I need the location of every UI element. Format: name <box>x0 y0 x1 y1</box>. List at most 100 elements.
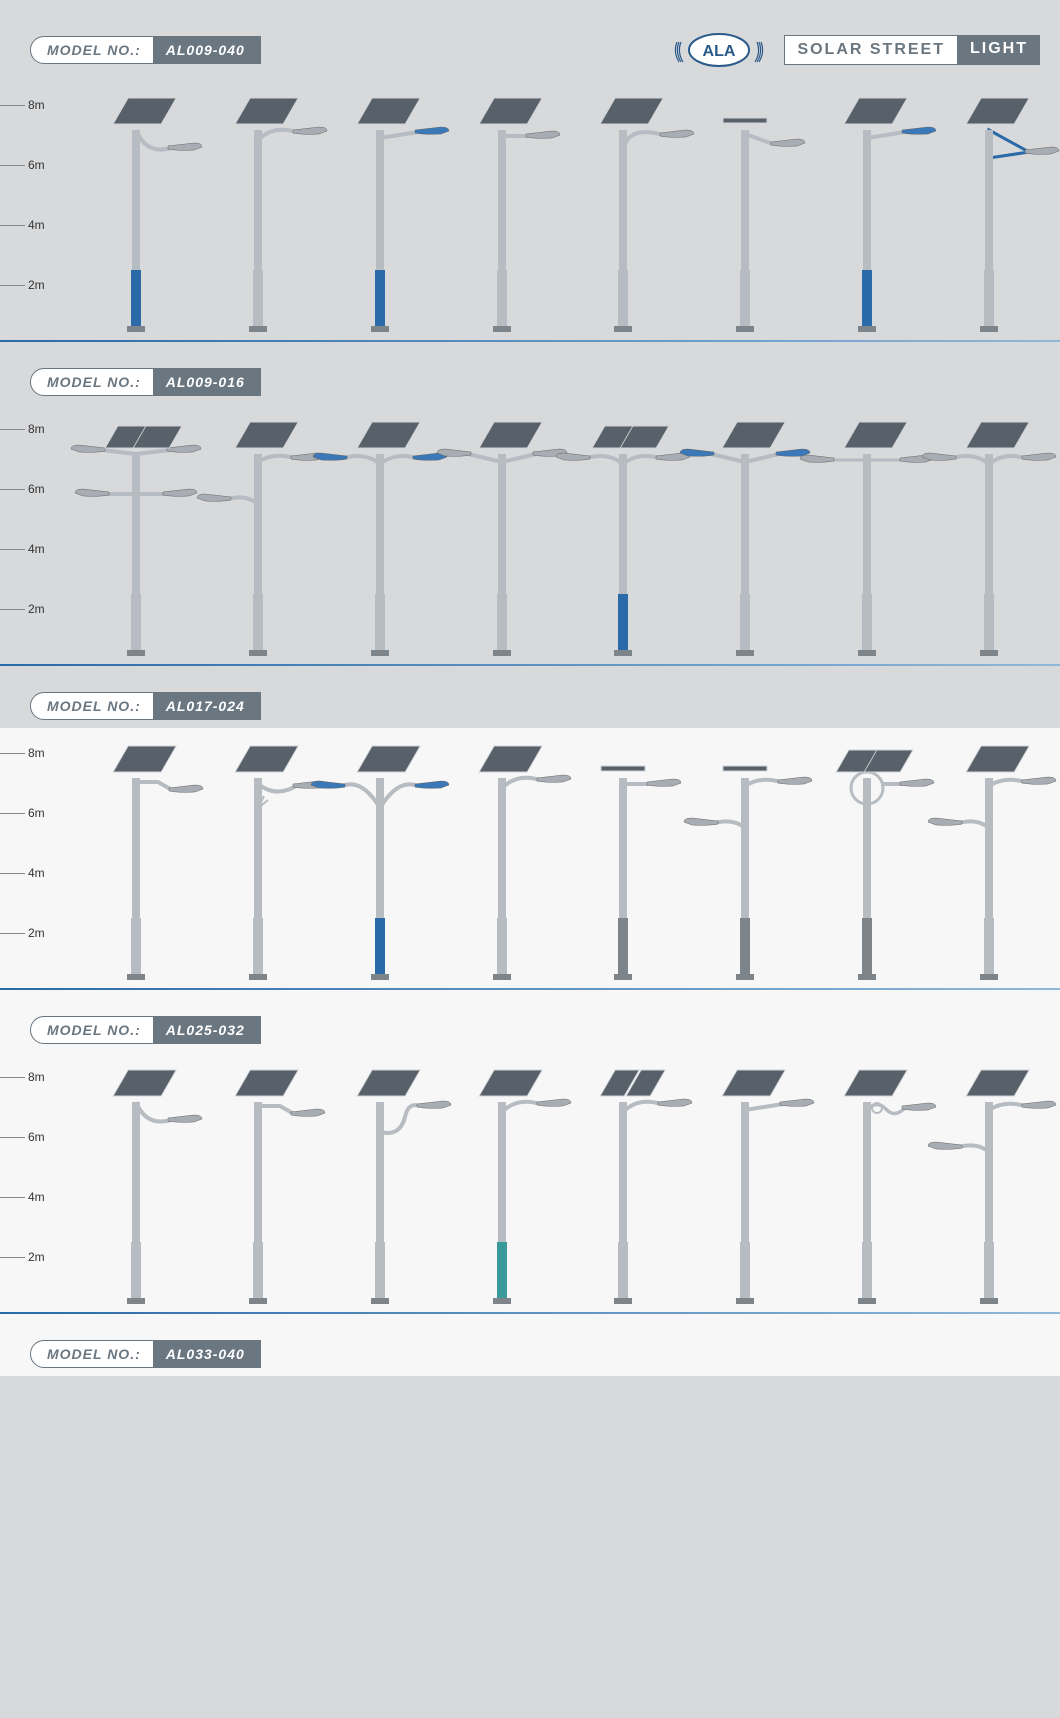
street-light-icon <box>817 1072 917 1312</box>
scale-tick: 4m <box>0 1190 60 1204</box>
model-prefix: MODEL NO.: <box>30 36 154 64</box>
sections-root: 8m 6m 4m 2m <box>0 80 1060 1376</box>
scale-tick: 4m <box>0 218 60 232</box>
catalog-section: 8m 6m 4m 2m <box>0 80 1060 404</box>
title-right: LIGHT <box>958 35 1040 65</box>
scale-tick-label: 4m <box>28 542 45 556</box>
section-chart: 8m 6m 4m 2m <box>0 728 1060 1008</box>
scale-tick-label: 6m <box>28 158 45 172</box>
scale-tick-line <box>0 1197 25 1198</box>
scale-tick-line <box>0 549 25 550</box>
scale-tick-line <box>0 1257 25 1258</box>
street-light-icon <box>208 1072 308 1312</box>
scale-tick-line <box>0 489 25 490</box>
scale-tick-line <box>0 873 25 874</box>
scale-tick-label: 8m <box>28 1070 45 1084</box>
catalog-section: 8m 6m 4m 2m <box>0 404 1060 728</box>
section-label-row: MODEL NO.: AL033-040 <box>0 1332 1060 1376</box>
baseline-rule <box>0 1312 1060 1314</box>
street-light-icon <box>817 748 917 988</box>
baseline-rule <box>0 664 1060 666</box>
section-chart: 8m 6m 4m 2m <box>0 1052 1060 1332</box>
height-scale: 8m 6m 4m 2m <box>0 728 60 988</box>
model-badge: MODEL NO.: AL033-040 <box>30 1340 261 1368</box>
street-light-icon <box>939 748 1039 988</box>
street-light-icon <box>208 748 308 988</box>
section-label-row: MODEL NO.: AL017-024 <box>0 684 1060 728</box>
baseline-rule <box>0 340 1060 342</box>
model-badge: MODEL NO.: AL017-024 <box>30 692 261 720</box>
scale-tick: 8m <box>0 98 60 112</box>
model-code: AL025-032 <box>154 1016 261 1044</box>
scale-tick-line <box>0 165 25 166</box>
street-light-icon <box>817 424 917 664</box>
scale-tick-label: 2m <box>28 1250 45 1264</box>
scale-tick-line <box>0 1077 25 1078</box>
model-prefix: MODEL NO.: <box>30 692 154 720</box>
title-left: SOLAR STREET <box>784 35 958 65</box>
section-chart: 8m 6m 4m 2m <box>0 404 1060 684</box>
section-chart: 8m 6m 4m 2m <box>0 80 1060 360</box>
street-light-icon <box>86 424 186 664</box>
scale-tick: 2m <box>0 602 60 616</box>
street-light-icon <box>695 748 795 988</box>
model-badge: MODEL NO.: AL025-032 <box>30 1016 261 1044</box>
logo-text: ALA <box>703 43 736 60</box>
scale-tick: 2m <box>0 278 60 292</box>
lamp-row <box>75 1052 1050 1312</box>
street-light-icon <box>330 1072 430 1312</box>
scale-tick-line <box>0 429 25 430</box>
catalog-section: 8m 6m 4m 2m <box>0 1052 1060 1376</box>
scale-tick-line <box>0 1137 25 1138</box>
street-light-icon <box>573 424 673 664</box>
street-light-icon <box>86 100 186 340</box>
scale-tick-line <box>0 753 25 754</box>
street-light-icon <box>817 100 917 340</box>
scale-tick: 6m <box>0 158 60 172</box>
ala-logo-icon: ALA <box>669 30 769 70</box>
street-light-icon <box>573 1072 673 1312</box>
street-light-icon <box>452 424 552 664</box>
scale-tick-label: 6m <box>28 806 45 820</box>
scale-tick: 6m <box>0 1130 60 1144</box>
street-light-icon <box>208 100 308 340</box>
street-light-icon <box>330 748 430 988</box>
street-light-icon <box>695 100 795 340</box>
scale-tick-label: 4m <box>28 866 45 880</box>
scale-tick-label: 2m <box>28 602 45 616</box>
model-code: AL009-016 <box>154 368 261 396</box>
scale-tick-line <box>0 225 25 226</box>
lamp-row <box>75 80 1050 340</box>
section-label-row: MODEL NO.: AL025-032 <box>0 1008 1060 1052</box>
street-light-icon <box>86 748 186 988</box>
model-badge-top: MODEL NO.: AL009-040 <box>30 36 261 64</box>
height-scale: 8m 6m 4m 2m <box>0 404 60 664</box>
scale-tick: 8m <box>0 422 60 436</box>
scale-tick-label: 4m <box>28 1190 45 1204</box>
scale-tick: 6m <box>0 806 60 820</box>
height-scale: 8m 6m 4m 2m <box>0 80 60 340</box>
scale-tick-label: 6m <box>28 482 45 496</box>
scale-tick: 8m <box>0 746 60 760</box>
street-light-icon <box>573 748 673 988</box>
scale-tick: 2m <box>0 926 60 940</box>
scale-tick: 4m <box>0 542 60 556</box>
model-prefix: MODEL NO.: <box>30 368 154 396</box>
street-light-icon <box>939 424 1039 664</box>
street-light-icon <box>939 100 1039 340</box>
section-label-row: MODEL NO.: AL009-016 <box>0 360 1060 404</box>
street-light-icon <box>695 1072 795 1312</box>
scale-tick-line <box>0 813 25 814</box>
catalog-section: 8m 6m 4m 2m <box>0 728 1060 1052</box>
scale-tick: 2m <box>0 1250 60 1264</box>
scale-tick-line <box>0 105 25 106</box>
scale-tick-label: 8m <box>28 746 45 760</box>
model-code: AL033-040 <box>154 1340 261 1368</box>
scale-tick-label: 2m <box>28 926 45 940</box>
height-scale: 8m 6m 4m 2m <box>0 1052 60 1312</box>
street-light-icon <box>330 424 430 664</box>
lamp-row <box>75 728 1050 988</box>
model-badge: MODEL NO.: AL009-016 <box>30 368 261 396</box>
scale-tick: 6m <box>0 482 60 496</box>
scale-tick: 8m <box>0 1070 60 1084</box>
